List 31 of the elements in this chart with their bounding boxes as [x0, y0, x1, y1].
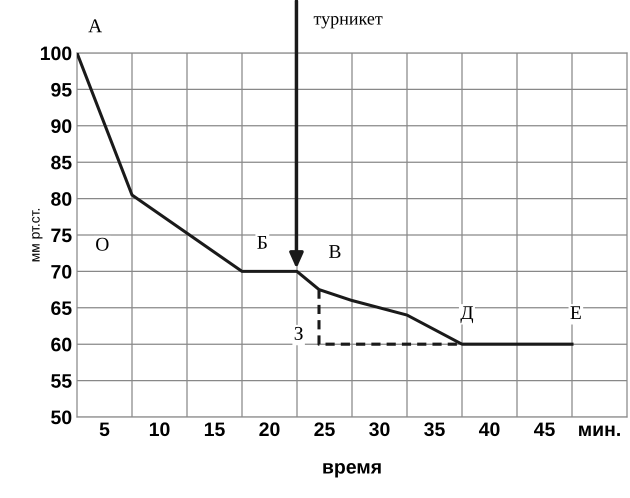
- annotation: З: [294, 326, 303, 340]
- y-tick-label: 75: [51, 228, 72, 242]
- annotation: Е: [570, 306, 581, 320]
- x-tick-label: 20: [259, 422, 280, 436]
- text: турникет: [314, 16, 382, 28]
- x-tick-label: 15: [204, 422, 225, 436]
- y-tick-label: 80: [51, 192, 72, 206]
- y-tick-label: 65: [51, 301, 72, 316]
- x-tick-label: мин.: [579, 426, 620, 436]
- y-tick-label: 50: [51, 410, 72, 424]
- y-tick-label: 85: [51, 156, 72, 170]
- y-tick-label: 90: [51, 119, 72, 134]
- x-tick-label: 35: [424, 422, 445, 436]
- y-tick-label: 100: [40, 46, 72, 60]
- x-tick-label: 40: [478, 422, 500, 436]
- x-tick-label: 25: [314, 422, 335, 436]
- x-tick-label: 10: [150, 422, 170, 436]
- annotation: В: [329, 245, 340, 258]
- annotation: О: [96, 238, 109, 251]
- annotation: Б: [257, 236, 267, 249]
- y-tick-label: 70: [51, 264, 72, 279]
- y-axis-title: мм рт.ст.: [32, 208, 42, 262]
- annotation: Д: [460, 306, 474, 324]
- x-axis-title: время: [323, 463, 381, 478]
- y-tick-label: 60: [51, 338, 72, 352]
- x-tick-label: 30: [369, 422, 390, 436]
- y-tick-label: 95: [51, 82, 72, 97]
- text: А: [88, 19, 102, 32]
- y-tick-label: 55: [51, 374, 72, 388]
- x-tick-label: 5: [100, 422, 110, 436]
- x-tick-label: 45: [534, 422, 555, 436]
